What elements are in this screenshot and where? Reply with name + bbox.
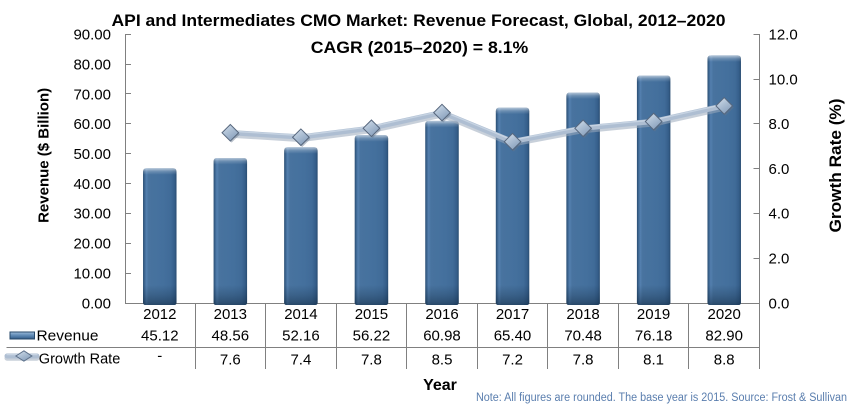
svg-text:8.0: 8.0 [769, 116, 790, 133]
svg-text:2017: 2017 [496, 306, 529, 323]
svg-text:2020: 2020 [708, 306, 741, 323]
svg-text:12.0: 12.0 [769, 27, 798, 44]
svg-text:Growth Rate: Growth Rate [39, 350, 121, 367]
svg-text:7.8: 7.8 [573, 352, 594, 369]
svg-text:20.00: 20.00 [73, 236, 111, 253]
svg-text:Revenue: Revenue [37, 327, 99, 344]
svg-text:CAGR (2015–2020) = 8.1%: CAGR (2015–2020) = 8.1% [311, 38, 529, 57]
svg-text:90.00: 90.00 [73, 27, 111, 44]
svg-text:Note: All figures are rounded.: Note: All figures are rounded. The base … [476, 392, 847, 404]
svg-text:2019: 2019 [637, 306, 670, 323]
svg-text:6.0: 6.0 [769, 161, 790, 178]
svg-text:56.22: 56.22 [353, 327, 391, 344]
svg-text:7.2: 7.2 [502, 352, 523, 369]
svg-text:2018: 2018 [566, 306, 599, 323]
svg-text:45.12: 45.12 [141, 327, 179, 344]
svg-text:8.1: 8.1 [643, 352, 664, 369]
svg-text:82.90: 82.90 [705, 327, 743, 344]
svg-text:60.98: 60.98 [423, 327, 461, 344]
svg-text:7.8: 7.8 [361, 352, 382, 369]
svg-text:0.00: 0.00 [82, 295, 111, 312]
svg-text:10.0: 10.0 [769, 71, 798, 88]
svg-text:Revenue ($ Billion): Revenue ($ Billion) [35, 88, 52, 223]
svg-text:-: - [157, 348, 162, 365]
svg-text:60.00: 60.00 [73, 116, 111, 133]
svg-text:7.6: 7.6 [220, 352, 241, 369]
svg-text:8.8: 8.8 [714, 352, 735, 369]
svg-text:70.00: 70.00 [73, 86, 111, 103]
svg-text:52.16: 52.16 [282, 327, 320, 344]
svg-text:7.4: 7.4 [290, 352, 311, 369]
svg-text:0.0: 0.0 [769, 295, 790, 312]
svg-text:API and Intermediates CMO Mark: API and Intermediates CMO Market: Revenu… [112, 11, 726, 30]
svg-text:8.5: 8.5 [432, 352, 453, 369]
svg-text:50.00: 50.00 [73, 146, 111, 163]
svg-text:40.00: 40.00 [73, 176, 111, 193]
svg-text:2014: 2014 [284, 306, 317, 323]
svg-text:2012: 2012 [143, 306, 176, 323]
svg-text:65.40: 65.40 [494, 327, 532, 344]
svg-text:4.0: 4.0 [769, 206, 790, 223]
svg-text:Growth Rate (%): Growth Rate (%) [826, 99, 845, 233]
svg-text:30.00: 30.00 [73, 206, 111, 223]
svg-text:48.56: 48.56 [212, 327, 250, 344]
svg-text:2016: 2016 [425, 306, 458, 323]
svg-text:2.0: 2.0 [769, 251, 790, 268]
svg-text:2013: 2013 [214, 306, 247, 323]
svg-text:70.48: 70.48 [564, 327, 602, 344]
svg-text:80.00: 80.00 [73, 56, 111, 73]
svg-text:Year: Year [423, 377, 457, 394]
svg-text:76.18: 76.18 [635, 327, 673, 344]
svg-text:2015: 2015 [355, 306, 388, 323]
svg-text:10.00: 10.00 [73, 265, 111, 282]
